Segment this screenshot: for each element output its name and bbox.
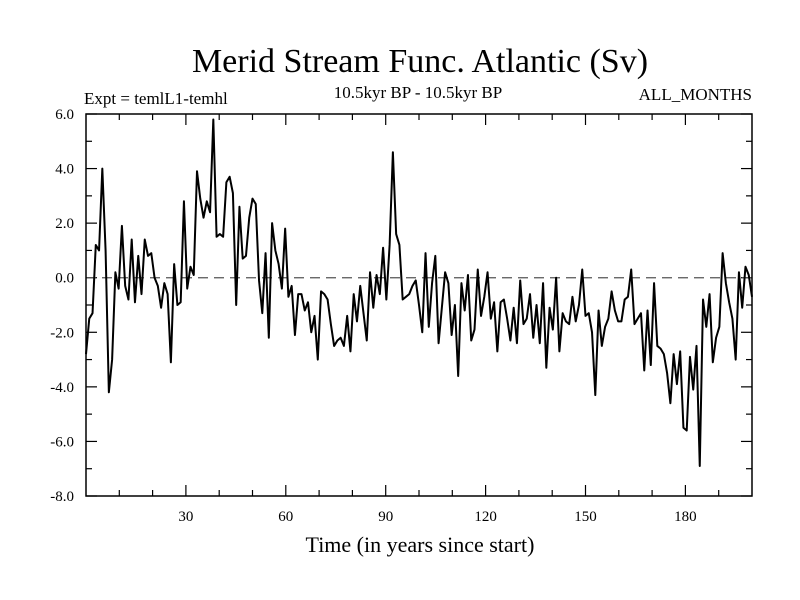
- x-tick-label: 180: [674, 509, 697, 525]
- chart-subtitle-left: Expt = temlL1-temhl: [84, 89, 228, 108]
- x-axis-label: Time (in years since start): [306, 532, 535, 557]
- chart-subtitle-right: ALL_MONTHS: [639, 85, 752, 104]
- chart-subtitle-center: 10.5kyr BP - 10.5kyr BP: [334, 83, 502, 102]
- y-tick-label: 2.0: [55, 216, 74, 232]
- x-axis: 30 60 90 120 150 180: [118, 114, 720, 525]
- x-tick-label: 30: [178, 509, 193, 525]
- y-tick-label: -8.0: [50, 489, 74, 505]
- y-tick-label: -2.0: [50, 325, 74, 341]
- y-tick-label: 4.0: [55, 162, 74, 178]
- plot-frame: [85, 113, 753, 497]
- x-tick-label: 90: [378, 509, 393, 525]
- x-tick-label: 120: [474, 509, 497, 525]
- y-tick-label: 6.0: [55, 107, 74, 123]
- x-tick-label: 150: [574, 509, 597, 525]
- chart-title: Merid Stream Func. Atlantic (Sv): [192, 43, 648, 80]
- y-tick-label: -4.0: [50, 380, 74, 396]
- y-tick-label: 0.0: [55, 271, 74, 287]
- x-tick-label: 60: [278, 509, 293, 525]
- y-tick-label: -6.0: [50, 434, 74, 450]
- series-line: [85, 118, 753, 467]
- y-axis: -8.0 -6.0 -4.0 -2.0 0.0 2.0 4.0 6.0: [50, 107, 752, 505]
